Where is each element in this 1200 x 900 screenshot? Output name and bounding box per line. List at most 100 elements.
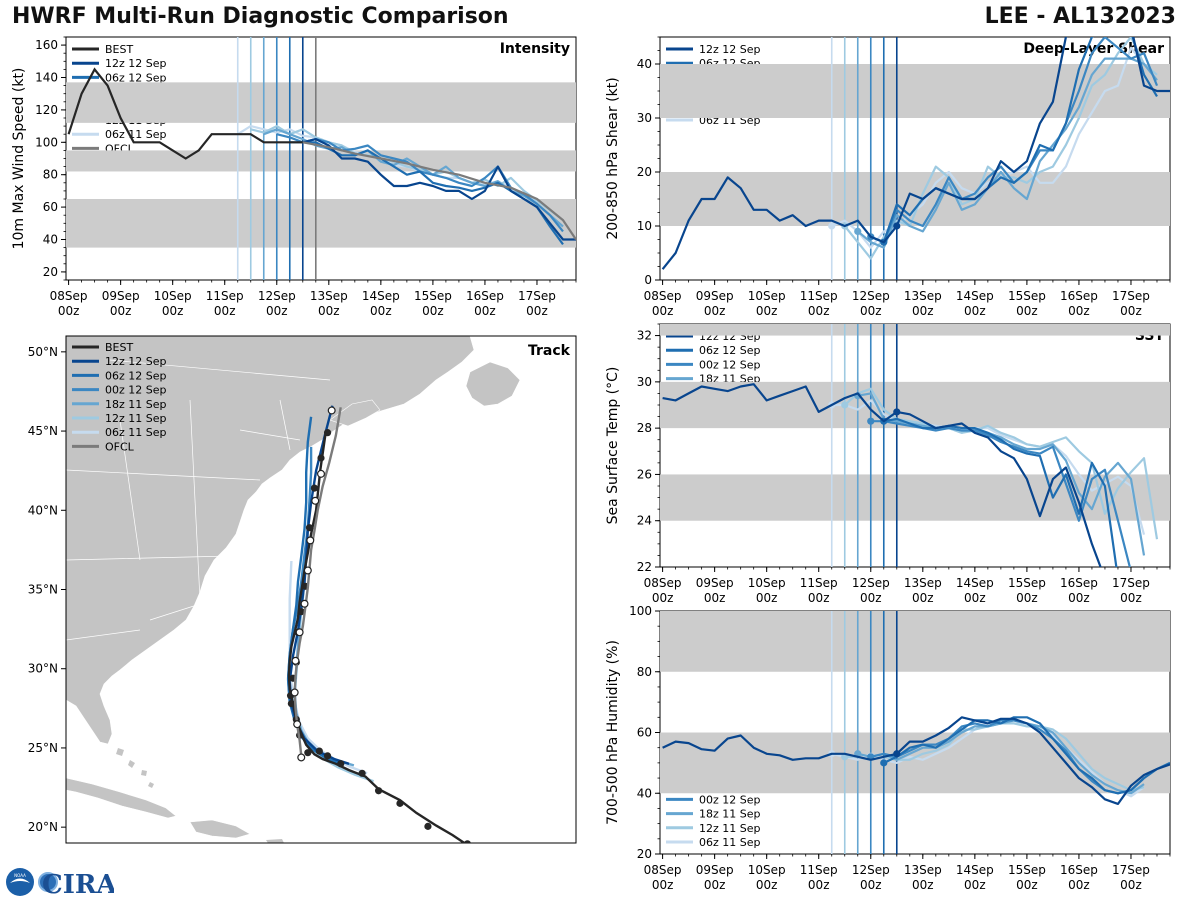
sst-series-1	[883, 417, 1118, 567]
track-ofcl-point	[293, 720, 302, 729]
storm-id: LEE - AL132023	[984, 4, 1176, 29]
track-title: Track	[528, 343, 571, 359]
sst-xtick-label-date: 10Sep	[748, 576, 786, 590]
shear-xtick-label-date: 15Sep	[1008, 289, 1046, 303]
rh-ytick-label: 20	[637, 847, 652, 861]
intensity-xtick-label-date: 14Sep	[362, 289, 400, 303]
shear-ytick-label: 0	[644, 273, 652, 287]
rh-xtick-label-date: 15Sep	[1008, 863, 1046, 877]
rh-xtick-label-hour: 00z	[1016, 878, 1038, 892]
shear-xtick-label-hour: 00z	[808, 304, 830, 318]
intensity-xtick-label-hour: 00z	[266, 304, 288, 318]
intensity-xtick-label-hour: 00z	[58, 304, 80, 318]
intensity-plot	[66, 37, 576, 280]
track-best-point	[310, 484, 319, 492]
sst-ylabel: Sea Surface Temp (°C)	[605, 367, 621, 525]
track-plot	[286, 405, 471, 843]
intensity-band-1	[66, 150, 576, 172]
hispaniola-land	[189, 819, 251, 839]
rh-ytick-label: 80	[637, 665, 652, 679]
intensity-xtick-label-hour: 00z	[318, 304, 340, 318]
shear-xtick-label-hour: 00z	[1120, 304, 1142, 318]
track-legend-label-5: 12z 11 Sep	[105, 412, 167, 425]
shear-xtick-label-date: 10Sep	[748, 289, 786, 303]
shear-xtick-label-hour: 00z	[1016, 304, 1038, 318]
intensity-title: Intensity	[500, 41, 570, 57]
rh-xtick-label-hour: 00z	[860, 878, 882, 892]
intensity-series-0	[302, 138, 576, 241]
track-best-point	[317, 454, 325, 462]
track-legend-label-4: 18z 11 Sep	[105, 398, 167, 411]
cira-wordmark: CIRA	[42, 870, 114, 898]
track-best-point	[358, 769, 366, 777]
shear-xtick-label-hour: 00z	[1068, 304, 1090, 318]
sst-xtick-label-hour: 00z	[1068, 591, 1090, 605]
track-lat-label: 20°N	[28, 820, 58, 834]
sst-xtick-label-date: 16Sep	[1060, 576, 1098, 590]
shear-xtick-label-hour: 00z	[652, 304, 674, 318]
intensity-ytick-label: 100	[35, 135, 58, 149]
track-legend-label-6: 06z 11 Sep	[105, 426, 167, 439]
sst-xtick-label-date: 08Sep	[644, 576, 682, 590]
rh-series-1	[883, 716, 1170, 795]
track-lat-label: 45°N	[28, 424, 58, 438]
intensity-xtick-label-date: 08Sep	[50, 289, 88, 303]
sst-ytick-label: 32	[637, 329, 652, 343]
track-ofcl-point	[297, 753, 306, 762]
shear-series-0	[661, 37, 1170, 270]
track-legend-label-3: 00z 12 Sep	[105, 384, 167, 397]
sst-xtick-label-date: 15Sep	[1008, 576, 1046, 590]
rh-xtick-label-hour: 00z	[1120, 878, 1142, 892]
sst-xtick-label-hour: 00z	[860, 591, 882, 605]
track-ofcl-point	[291, 656, 300, 665]
rh-ytick-label: 40	[637, 786, 652, 800]
track-best-point	[305, 524, 314, 532]
track-best-point	[396, 799, 404, 807]
rh-xtick-label-date: 13Sep	[904, 863, 942, 877]
sst-band-1	[660, 381, 1170, 429]
track-best-point	[337, 760, 345, 768]
sst-ytick-label: 22	[637, 560, 652, 574]
shear-band-0	[660, 172, 1170, 226]
intensity-xtick-label-date: 16Sep	[466, 289, 504, 303]
sst-legend-label-2: 00z 12 Sep	[699, 358, 761, 371]
shear-ytick-label: 20	[637, 165, 652, 179]
cira-logo: NOAA CIRA	[6, 868, 114, 898]
figure-title: HWRF Multi-Run Diagnostic Comparison	[12, 4, 509, 29]
sst-xtick-label-hour: 00z	[808, 591, 830, 605]
rh-xtick-label-hour: 00z	[652, 878, 674, 892]
sst-series-2	[870, 420, 1131, 567]
rh-xtick-label-hour: 00z	[964, 878, 986, 892]
sst-xtick-label-date: 13Sep	[904, 576, 942, 590]
state-borders	[66, 359, 331, 641]
rh-init-point-1	[880, 759, 888, 767]
shear-xtick-label-date: 08Sep	[644, 289, 682, 303]
shear-init-point-0	[893, 222, 901, 230]
content-layer	[66, 37, 1170, 854]
rh-legend-label-3: 18z 11 Sep	[699, 808, 761, 821]
rh-xtick-label-hour: 00z	[808, 878, 830, 892]
shear-xtick-label-date: 17Sep	[1112, 289, 1150, 303]
sst-xtick-label-date: 17Sep	[1112, 576, 1150, 590]
track-lat-label: 50°N	[28, 345, 58, 359]
rh-ytick-label: 60	[637, 726, 652, 740]
intensity-xtick-label-hour: 00z	[422, 304, 444, 318]
track-best-point	[323, 752, 332, 760]
sst-legend-label-1: 06z 12 Sep	[699, 344, 761, 357]
shear-plot	[660, 37, 1170, 280]
track-lat-label: 30°N	[28, 662, 58, 676]
track-ofcl-point	[303, 566, 312, 575]
shear-ytick-label: 40	[637, 57, 652, 71]
sst-plot	[660, 324, 1170, 567]
shear-init-point-5	[828, 222, 836, 230]
map-landmasses	[66, 336, 521, 843]
north-america-land	[66, 336, 475, 745]
rh-xtick-label-hour: 00z	[1068, 878, 1090, 892]
track-ofcl-point	[306, 536, 315, 545]
rh-xtick-label-date: 08Sep	[644, 863, 682, 877]
sst-init-point-2	[867, 417, 875, 425]
shear-xtick-label-hour: 00z	[912, 304, 934, 318]
rh-ytick-label: 100	[629, 604, 652, 618]
track-ofcl-point	[300, 599, 309, 608]
